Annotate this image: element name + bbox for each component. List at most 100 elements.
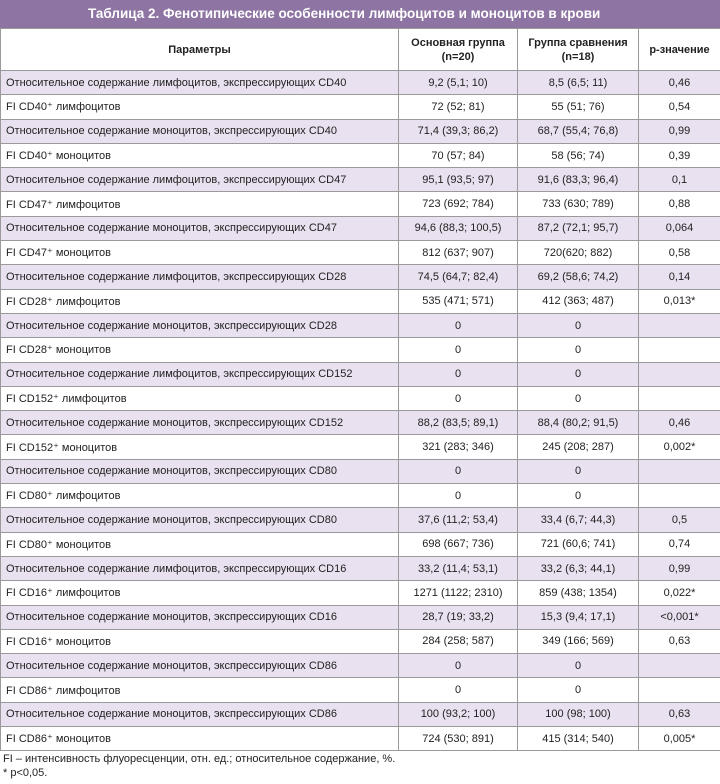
header-row: Параметры Основная группа (n=20) Группа сра… [0,28,720,71]
table-row: Относительное содержание моноцитов, эксп… [0,653,720,679]
table-row: Относительное содержание моноцитов, эксп… [0,701,720,728]
value-cell: 535 (471; 571) [398,288,518,314]
parameter-cell: Относительное содержание моноцитов, эксп… [0,458,399,485]
table-row: FI CD86⁺ моноцитов 724 (530; 891) 415 (314… [0,726,720,752]
value-cell: 0 [517,653,639,679]
value-cell: 0,58 [638,240,720,266]
parameter-cell: Относительное содержание моноцитов, эксп… [0,312,399,339]
header-cell: Группа сравнения (n=18) [517,28,639,71]
value-cell: 91,6 (83,3; 96,4) [517,167,639,193]
header-cell: Основная группа (n=20) [398,28,518,71]
value-cell: 733 (630; 789) [517,191,639,217]
value-cell: 94,6 (88,3; 100,5) [398,215,518,242]
value-cell [638,653,720,679]
value-cell: 95,1 (93,5; 97) [398,167,518,193]
parameter-cell: FI CD28⁺ лимфоцитов [0,288,399,314]
value-cell: 0 [517,337,639,363]
table-title: Таблица 2. Фенотипические особенности ли… [0,0,720,28]
parameter-cell: FI CD16⁺ лимфоцитов [0,580,399,606]
footnote: FI – интенсивность флуоресценции, отн. е… [3,753,396,766]
parameter-cell: Относительное содержание лимфоцитов, экс… [0,361,399,387]
value-cell: 0 [398,361,518,387]
value-cell: 245 (208; 287) [517,434,639,460]
parameter-cell: Относительное содержание моноцитов, эксп… [0,118,399,144]
value-cell: 0,1 [638,167,720,193]
table-row: FI CD86⁺ лимфоцитов 0 0 [0,677,720,703]
table-row: FI CD16⁺ лимфоцитов 1271 (1122; 2310) 859 … [0,580,720,606]
value-cell: 0,54 [638,94,720,120]
value-cell: 0 [398,385,518,412]
header-cell: p-значение [638,28,720,71]
value-cell: 859 (438; 1354) [517,580,639,606]
value-cell: 74,5 (64,7; 82,4) [398,264,518,290]
footnote: * p<0,05. [3,767,48,780]
value-cell: 8,5 (6,5; 11) [517,69,639,96]
table-row: FI CD47⁺ моноцитов 812 (637; 907) 720(620;… [0,240,720,266]
table-row: FI CD28⁺ лимфоцитов 535 (471; 571) 412 (36… [0,288,720,314]
value-cell: 0,88 [638,191,720,217]
value-cell [638,361,720,387]
value-cell: 1271 (1122; 2310) [398,580,518,606]
value-cell [638,385,720,412]
value-cell: 33,2 (6,3; 44,1) [517,555,639,582]
value-cell: 68,7 (55,4; 76,8) [517,118,639,144]
table-row: FI CD152⁺ моноцитов 321 (283; 346) 245 (20… [0,434,720,460]
value-cell: 72 (52; 81) [398,94,518,120]
value-cell: 321 (283; 346) [398,434,518,460]
value-cell: 58 (56; 74) [517,142,639,169]
header-text: (n=20) [441,50,475,63]
value-cell: 71,4 (39,3; 86,2) [398,118,518,144]
header-cell: Параметры [0,28,399,71]
value-cell [638,458,720,485]
parameter-cell: Относительное содержание моноцитов, эксп… [0,410,399,436]
value-cell: 0,002* [638,434,720,460]
table-row: Относительное содержание лимфоцитов, экс… [0,361,720,387]
parameter-cell: FI CD86⁺ лимфоцитов [0,677,399,703]
table-row: FI CD40⁺ моноцитов 70 (57; 84) 58 (56; 74)… [0,142,720,169]
value-cell: 0,99 [638,118,720,144]
value-cell: 37,6 (11,2; 53,4) [398,507,518,533]
parameter-cell: Относительное содержание моноцитов, эксп… [0,653,399,679]
value-cell: 28,7 (19; 33,2) [398,604,518,630]
value-cell: 33,4 (6,7; 44,3) [517,507,639,533]
value-cell: 0 [398,458,518,485]
value-cell: 0 [398,653,518,679]
value-cell: 0,46 [638,410,720,436]
parameter-cell: FI CD47⁺ моноцитов [0,240,399,266]
value-cell: 723 (692; 784) [398,191,518,217]
parameter-cell: FI CD16⁺ моноцитов [0,628,399,655]
value-cell: 70 (57; 84) [398,142,518,169]
parameter-cell: FI CD152⁺ лимфоцитов [0,385,399,412]
parameter-cell: Относительное содержание моноцитов, эксп… [0,604,399,630]
header-text: Группа сравнения [528,36,628,49]
value-cell: 0 [517,483,639,509]
value-cell [638,483,720,509]
parameter-cell: FI CD152⁺ моноцитов [0,434,399,460]
parameter-cell: Относительное содержание лимфоцитов, экс… [0,264,399,290]
value-cell: 100 (98; 100) [517,701,639,728]
table: Параметры Основная группа (n=20) Группа сра… [0,28,720,752]
header-text: p-значение [649,43,710,56]
value-cell: 724 (530; 891) [398,726,518,752]
value-cell: 415 (314; 540) [517,726,639,752]
header-text: Параметры [168,43,231,56]
value-cell: 0,064 [638,215,720,242]
value-cell: 0 [517,677,639,703]
table-row: FI CD28⁺ моноцитов 0 0 [0,337,720,363]
table-row: Относительное содержание лимфоцитов, экс… [0,167,720,193]
value-cell: 0,63 [638,701,720,728]
value-cell: 0,74 [638,531,720,557]
parameter-cell: FI CD80⁺ лимфоцитов [0,483,399,509]
value-cell: 0,14 [638,264,720,290]
value-cell: 698 (667; 736) [398,531,518,557]
table-row: FI CD40⁺ лимфоцитов 72 (52; 81) 55 (51; 76… [0,94,720,120]
value-cell: <0,001* [638,604,720,630]
value-cell: 55 (51; 76) [517,94,639,120]
table-row: Относительное содержание моноцитов, эксп… [0,118,720,144]
value-cell: 87,2 (72,1; 95,7) [517,215,639,242]
table-row: Относительное содержание моноцитов, эксп… [0,604,720,630]
parameter-cell: FI CD40⁺ лимфоцитов [0,94,399,120]
value-cell: 720(620; 882) [517,240,639,266]
table-row: Относительное содержание моноцитов, эксп… [0,215,720,242]
